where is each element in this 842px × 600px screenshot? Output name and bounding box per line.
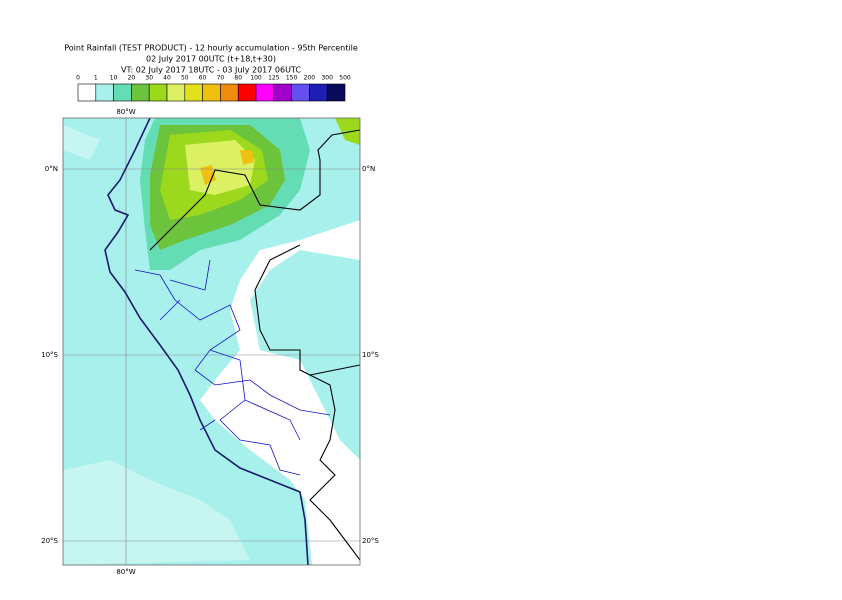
legend-swatch — [309, 83, 328, 102]
title-line: 02 July 2017 00UTC (t+18,t+30) — [146, 55, 276, 64]
legend-swatch — [131, 83, 150, 102]
rain-area — [185, 140, 255, 195]
legend-label: 60 — [199, 75, 207, 82]
rain-area — [335, 118, 360, 145]
lon-label: 80°W — [116, 568, 135, 576]
legend: 0 1 10 20 30 40 50 60 70 80 100 125 150 200 300 500 — [76, 75, 351, 102]
legend-swatch — [202, 83, 221, 102]
lat-label: 20°S — [41, 537, 58, 545]
legend-swatch — [291, 83, 310, 102]
lon-label: 80°W — [116, 108, 135, 116]
dry-area — [63, 125, 250, 565]
legend-swatch — [113, 83, 132, 102]
title-line: Point Rainfall (TEST PRODUCT) - 12 hourl… — [64, 44, 358, 53]
legend-label: 70 — [217, 75, 225, 82]
legend-swatch — [255, 83, 275, 102]
legend-label: 40 — [163, 75, 171, 82]
legend-swatch — [273, 83, 292, 102]
lat-label: 0°N — [45, 165, 58, 173]
legend-label: 100 — [250, 75, 262, 82]
legend-label: 125 — [268, 75, 280, 82]
legend-label: 300 — [321, 75, 333, 82]
legend-swatch — [77, 83, 97, 102]
legend-swatch — [166, 83, 186, 102]
map — [63, 118, 360, 565]
title-line: VT: 02 July 2017 18UTC - 03 July 2017 06… — [121, 66, 301, 75]
legend-label: 10 — [110, 75, 118, 82]
coastline — [104, 118, 309, 565]
title-block: Point Rainfall (TEST PRODUCT) - 12 hourl… — [64, 44, 358, 75]
legend-swatch — [220, 83, 239, 102]
lat-label: 10°S — [41, 351, 58, 359]
legend-label: 150 — [286, 75, 298, 82]
map-frame — [62, 117, 361, 566]
lat-label: 20°S — [362, 537, 379, 545]
legend-swatch — [326, 83, 346, 102]
region-border — [134, 259, 331, 476]
legend-label: 200 — [304, 75, 316, 82]
legend-label: 20 — [128, 75, 136, 82]
legend-swatch — [148, 83, 168, 102]
lat-label: 0°N — [362, 165, 375, 173]
lat-labels: 0°N 0°N 10°S 10°S 20°S 20°S — [41, 165, 379, 545]
legend-label: 500 — [339, 75, 351, 82]
legend-label: 50 — [181, 75, 189, 82]
legend-swatch — [237, 83, 257, 102]
legend-label: 0 — [76, 75, 80, 82]
dry-area — [200, 220, 360, 565]
legend-swatch — [184, 83, 203, 102]
country-border — [149, 129, 360, 561]
legend-label: 1 — [94, 75, 98, 82]
rain-area — [200, 150, 254, 185]
legend-swatch — [95, 83, 114, 102]
legend-label: 80 — [234, 75, 242, 82]
legend-label: 30 — [145, 75, 153, 82]
lat-label: 10°S — [362, 351, 379, 359]
